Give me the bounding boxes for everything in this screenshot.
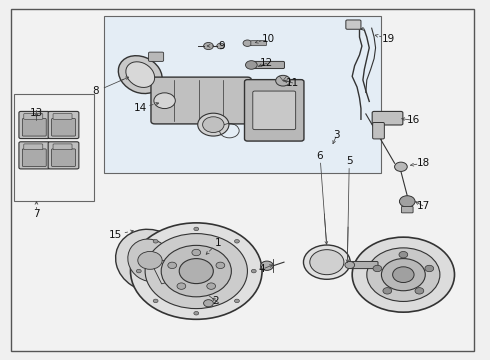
Wedge shape: [150, 260, 184, 284]
Circle shape: [161, 246, 231, 297]
Circle shape: [276, 75, 290, 86]
Bar: [14, 94, 94, 202]
Circle shape: [192, 249, 201, 256]
Text: 14: 14: [134, 103, 147, 113]
Circle shape: [202, 117, 224, 132]
Circle shape: [399, 196, 415, 207]
Circle shape: [130, 223, 262, 319]
Text: 18: 18: [416, 158, 430, 168]
Circle shape: [177, 283, 186, 289]
Circle shape: [425, 265, 434, 272]
Circle shape: [243, 40, 252, 46]
Circle shape: [136, 269, 141, 273]
Text: 17: 17: [416, 201, 430, 211]
FancyBboxPatch shape: [253, 91, 295, 130]
Circle shape: [303, 245, 350, 279]
Circle shape: [217, 43, 224, 49]
Text: 10: 10: [262, 34, 275, 44]
Bar: [104, 16, 381, 173]
Ellipse shape: [126, 62, 155, 87]
Text: 5: 5: [346, 157, 353, 166]
Text: 19: 19: [382, 33, 395, 44]
FancyBboxPatch shape: [245, 80, 304, 141]
Circle shape: [383, 288, 392, 294]
Text: 4: 4: [259, 264, 266, 274]
FancyBboxPatch shape: [48, 111, 79, 139]
Ellipse shape: [116, 229, 184, 292]
FancyBboxPatch shape: [24, 144, 43, 150]
Circle shape: [198, 113, 229, 136]
Circle shape: [245, 61, 257, 69]
Text: 7: 7: [33, 209, 40, 219]
FancyBboxPatch shape: [348, 261, 378, 269]
Text: 6: 6: [317, 151, 323, 161]
Circle shape: [154, 93, 175, 109]
FancyBboxPatch shape: [48, 142, 79, 169]
Circle shape: [235, 299, 240, 303]
Text: 2: 2: [213, 296, 219, 306]
Circle shape: [392, 267, 414, 283]
Text: 15: 15: [109, 230, 122, 240]
Circle shape: [310, 249, 344, 275]
FancyBboxPatch shape: [372, 111, 403, 125]
FancyBboxPatch shape: [251, 41, 267, 46]
Circle shape: [235, 239, 240, 243]
Circle shape: [145, 234, 247, 309]
Text: 13: 13: [30, 108, 43, 118]
Circle shape: [179, 258, 213, 284]
FancyBboxPatch shape: [19, 142, 49, 169]
Text: 1: 1: [215, 238, 221, 248]
Circle shape: [352, 237, 455, 312]
Circle shape: [261, 261, 273, 270]
FancyBboxPatch shape: [19, 111, 49, 139]
FancyBboxPatch shape: [346, 20, 361, 29]
Text: 11: 11: [286, 78, 299, 88]
Circle shape: [194, 227, 199, 231]
FancyBboxPatch shape: [24, 113, 43, 119]
Circle shape: [203, 42, 213, 50]
FancyBboxPatch shape: [148, 52, 164, 62]
Circle shape: [216, 262, 225, 269]
Circle shape: [203, 300, 213, 307]
FancyBboxPatch shape: [373, 122, 384, 139]
FancyBboxPatch shape: [53, 113, 72, 119]
Circle shape: [138, 251, 162, 269]
Circle shape: [153, 239, 158, 243]
Text: 3: 3: [333, 130, 340, 140]
Circle shape: [367, 248, 440, 301]
Circle shape: [399, 251, 408, 258]
Circle shape: [153, 299, 158, 303]
FancyBboxPatch shape: [250, 62, 285, 68]
Circle shape: [394, 162, 407, 171]
Text: 12: 12: [260, 58, 273, 68]
Circle shape: [373, 265, 382, 272]
Ellipse shape: [128, 239, 172, 282]
Text: 9: 9: [219, 41, 225, 51]
Circle shape: [381, 258, 425, 291]
Circle shape: [207, 283, 216, 289]
FancyBboxPatch shape: [23, 149, 46, 166]
Circle shape: [194, 311, 199, 315]
Circle shape: [345, 261, 355, 269]
FancyBboxPatch shape: [53, 144, 72, 150]
Text: 16: 16: [407, 115, 420, 125]
Circle shape: [168, 262, 176, 269]
FancyBboxPatch shape: [151, 77, 251, 124]
FancyBboxPatch shape: [51, 118, 75, 136]
Circle shape: [415, 288, 424, 294]
Text: 8: 8: [93, 86, 99, 96]
FancyBboxPatch shape: [23, 118, 46, 136]
FancyBboxPatch shape: [51, 149, 75, 166]
Circle shape: [251, 269, 256, 273]
FancyBboxPatch shape: [401, 206, 413, 213]
Ellipse shape: [118, 56, 162, 94]
